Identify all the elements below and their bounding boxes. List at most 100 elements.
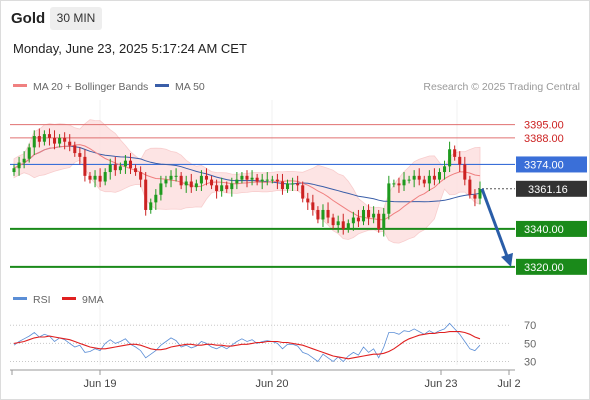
candle-body xyxy=(331,217,335,226)
candle-body xyxy=(189,181,193,188)
source-attribution: Research © 2025 Trading Central xyxy=(423,81,580,93)
rsi-legend-label: RSI xyxy=(33,294,51,306)
candle-body xyxy=(235,179,239,184)
timestamp-text: Monday, June 23, 2025 5:17:24 AM CET xyxy=(13,41,247,56)
ma50-legend-swatch xyxy=(155,84,169,87)
candle-body xyxy=(68,141,72,146)
candle-body xyxy=(372,213,376,218)
candle-body xyxy=(356,217,360,222)
candle-body xyxy=(255,177,259,182)
candle-body xyxy=(387,183,391,214)
candle-body xyxy=(32,136,36,148)
candle-body xyxy=(88,175,92,180)
candle-body xyxy=(301,185,305,199)
candle-body xyxy=(265,179,269,181)
candle-body xyxy=(73,145,77,154)
level-label-1: 3388.00 xyxy=(524,133,564,145)
candle-body xyxy=(169,175,173,180)
candle-body xyxy=(37,136,41,142)
candle-body xyxy=(83,156,87,176)
candle-body xyxy=(123,160,127,167)
candle-body xyxy=(275,179,279,182)
ma20-legend-swatch xyxy=(13,84,27,87)
x-tick-label-3: Jul 2 xyxy=(497,378,520,390)
rsi-ma-legend-swatch xyxy=(62,297,76,300)
candle-body xyxy=(468,179,472,195)
candle-body xyxy=(346,223,350,229)
current-price-label: 3361.16 xyxy=(528,184,568,196)
candle-body xyxy=(306,198,310,203)
candle-body xyxy=(402,179,406,186)
candle-body xyxy=(326,209,330,218)
timeframe-button[interactable]: 30 MIN xyxy=(50,7,102,30)
candle-body xyxy=(336,221,340,226)
price-levels xyxy=(10,124,515,268)
level-label-4: 3320.00 xyxy=(524,262,564,274)
candle-body xyxy=(27,147,31,159)
rsi-tick-label-30: 30 xyxy=(524,356,536,368)
x-tick-label-0: Jun 19 xyxy=(83,378,116,390)
ma50-legend-label: MA 50 xyxy=(175,81,205,93)
candle-body xyxy=(443,166,447,173)
candle-body xyxy=(260,179,264,182)
candle-body xyxy=(270,179,274,181)
level-label-3: 3340.00 xyxy=(524,224,564,236)
candle-body xyxy=(316,209,320,220)
candle-body xyxy=(17,162,21,169)
candle-body xyxy=(113,164,117,171)
rsi-series-main xyxy=(13,322,481,363)
candle-body xyxy=(204,175,208,180)
candle-body xyxy=(12,168,16,173)
candle-body xyxy=(118,166,122,171)
current-price-label-bg xyxy=(516,180,587,197)
candle-body xyxy=(42,134,46,142)
candle-body xyxy=(351,217,355,224)
rsi-tick-label-70: 70 xyxy=(524,320,536,332)
level-label-bg-4 xyxy=(516,258,587,275)
candle-body xyxy=(286,183,290,190)
candle-body xyxy=(250,177,254,180)
candle-body xyxy=(149,202,153,210)
candle-body xyxy=(432,175,436,180)
candle-body xyxy=(437,172,441,180)
candle-body xyxy=(448,149,452,167)
candle-body xyxy=(453,149,457,157)
level-label-2: 3374.00 xyxy=(524,159,564,171)
candle-body xyxy=(392,183,396,185)
candle-body xyxy=(194,183,198,188)
candle-body xyxy=(154,194,158,203)
candle-body xyxy=(139,172,143,180)
level-label-bg-3 xyxy=(516,220,587,237)
candle-body xyxy=(134,168,138,173)
candle-body xyxy=(22,158,26,163)
candle-body xyxy=(63,137,67,142)
candle-body xyxy=(422,179,426,184)
candle-body xyxy=(382,213,386,229)
chart-header: Gold 30 MIN xyxy=(0,0,590,38)
candle-body xyxy=(311,202,315,210)
candle-body xyxy=(427,175,431,184)
candle-body xyxy=(321,209,325,220)
x-tick-label-1: Jun 20 xyxy=(255,378,288,390)
candle-body xyxy=(341,221,345,229)
candle-body xyxy=(367,209,371,218)
candle-body xyxy=(280,181,284,190)
candle-body xyxy=(463,164,467,180)
forecast-arrow xyxy=(480,188,513,267)
rsi-series-ma xyxy=(13,331,481,360)
rsi-tick-label-50: 50 xyxy=(524,338,536,350)
candle-body xyxy=(377,213,381,229)
candle-body xyxy=(225,185,229,190)
candle-body xyxy=(220,185,224,191)
candle-body xyxy=(53,137,57,144)
candle-body xyxy=(473,194,477,199)
candle-body xyxy=(47,134,51,138)
x-tick-label-2: Jun 23 xyxy=(424,378,457,390)
level-label-0: 3395.00 xyxy=(524,120,564,132)
candle-body xyxy=(103,172,107,182)
candle-body xyxy=(407,179,411,181)
rsi-ma-legend-label: 9MA xyxy=(82,294,104,306)
candle-body xyxy=(291,183,295,185)
candle-body xyxy=(412,175,416,180)
